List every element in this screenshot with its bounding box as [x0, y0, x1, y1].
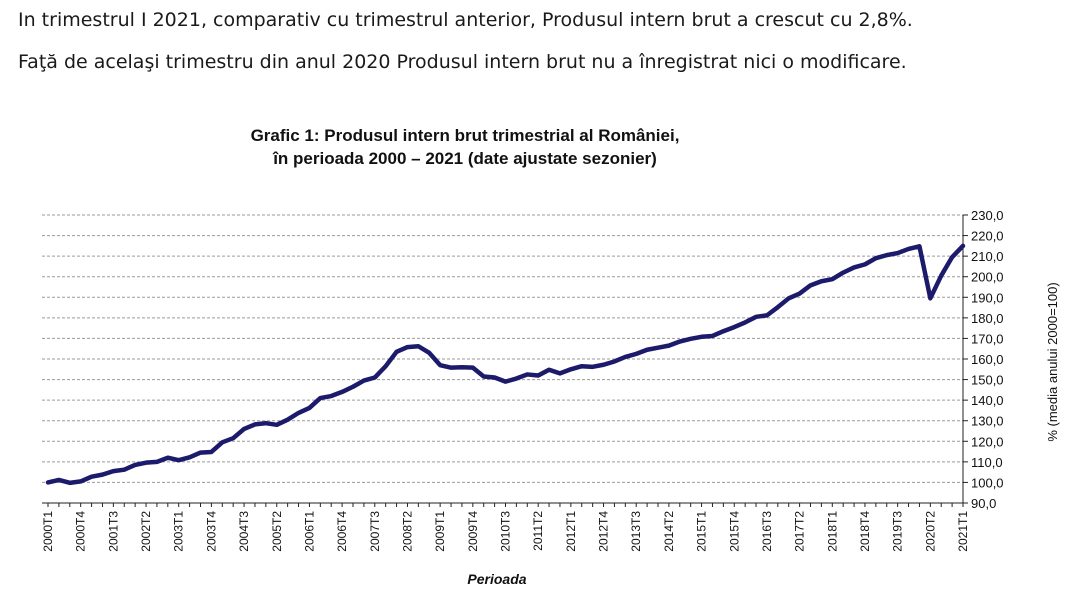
x-tick-label: 2006T4 [335, 511, 349, 552]
x-tick-label: 2020T2 [923, 511, 937, 552]
x-tick-label: 2002T2 [139, 511, 153, 552]
x-tick-label: 2015T1 [695, 511, 709, 552]
y-tick-label: 230,0 [971, 208, 1004, 223]
chart-subtitle: în perioada 2000 – 2021 (date ajustate s… [273, 149, 657, 168]
x-tick-label: 2000T1 [41, 511, 55, 552]
x-tick-label: 2008T2 [400, 511, 414, 552]
y-axis-label: % (media anului 2000=100) [1045, 282, 1060, 441]
x-tick-label: 2014T2 [662, 511, 676, 552]
x-tick-label: 2017T2 [793, 511, 807, 552]
x-tick-label: 2004T3 [237, 511, 251, 552]
x-tick-label: 2015T4 [727, 511, 741, 552]
x-tick-label: 2001T3 [106, 511, 120, 552]
y-tick-label: 150,0 [971, 373, 1004, 388]
axis-layer: 230,0 220,0 210,0 200,0 190,0 180,0 170,0 160,0… [41, 208, 1004, 552]
y-tick-label: 180,0 [971, 311, 1004, 326]
gdp-series-line [45, 243, 966, 486]
y-tick-label: 170,0 [971, 331, 1004, 346]
x-tick-label: 2010T3 [499, 511, 513, 552]
y-tick-label: 200,0 [971, 270, 1004, 285]
x-tick-label: 2003T4 [204, 511, 218, 552]
x-tick-label: 2005T2 [270, 511, 284, 552]
x-tick-label: 2019T3 [891, 511, 905, 552]
x-tick-label: 2009T4 [466, 511, 480, 552]
y-tick-label: 120,0 [971, 434, 1004, 449]
x-tick-label: 2011T2 [531, 511, 545, 551]
x-tick-label: 2009T1 [433, 511, 447, 552]
y-tick-label: 140,0 [971, 393, 1004, 408]
y-tick-label: 90,0 [971, 496, 996, 511]
x-tick-label: 2012T4 [597, 511, 611, 552]
series-layer [45, 243, 966, 486]
x-tick-label: 2003T1 [172, 511, 186, 552]
x-tick-label: 2012T1 [564, 511, 578, 552]
x-tick-label: 2018T1 [825, 511, 839, 552]
x-tick-label: 2007T3 [368, 511, 382, 552]
x-axis-label: Perioada [467, 571, 526, 587]
x-tick-label: 2016T3 [760, 511, 774, 552]
chart-title: Grafic 1: Produsul intern brut trimestri… [250, 126, 680, 145]
x-tick-label: 2021T1 [956, 511, 970, 552]
x-tick-label: 2018T4 [858, 511, 872, 552]
y-tick-label: 210,0 [971, 249, 1004, 264]
paragraph-gdp-yearly-change: Faţă de acelaşi trimestru din anul 2020 … [18, 51, 907, 73]
x-tick-label: 2006T1 [302, 511, 316, 552]
y-tick-label: 220,0 [971, 229, 1004, 244]
y-tick-label: 130,0 [971, 414, 1004, 429]
x-tick-label: 2000T4 [74, 511, 88, 552]
y-tick-label: 100,0 [971, 475, 1004, 490]
y-tick-label: 190,0 [971, 290, 1004, 305]
paragraph-gdp-quarterly-change: In trimestrul I 2021, comparativ cu trim… [18, 9, 913, 31]
y-tick-label: 110,0 [971, 455, 1003, 470]
x-tick-label: 2013T3 [629, 511, 643, 552]
y-tick-label: 160,0 [971, 352, 1004, 367]
